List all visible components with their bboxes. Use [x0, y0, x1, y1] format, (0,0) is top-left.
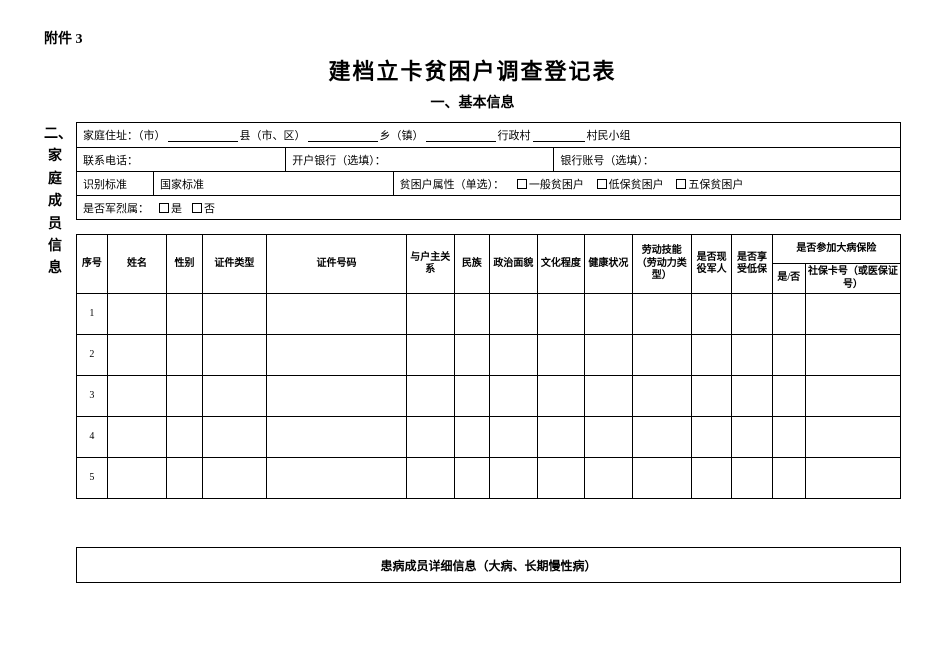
- martyr-no-checkbox[interactable]: [192, 203, 202, 213]
- basic-info-box: 家庭住址：（市） 县（市、区） 乡（镇） 行政村 村民小组 联系电话：: [76, 122, 901, 220]
- address-row: 家庭住址：（市） 县（市、区） 乡（镇） 行政村 村民小组: [77, 123, 900, 147]
- section-2-line: 信息: [44, 236, 66, 281]
- martyr-no-label: 否: [204, 200, 215, 216]
- attr-opt1-label: 一般贫困户: [529, 179, 584, 191]
- address-label: 家庭住址：（市）: [83, 127, 166, 143]
- martyr-row: 是否军烈属： 是 否: [77, 195, 900, 219]
- phone-label: 联系电话：: [83, 155, 138, 167]
- table-row: 2: [77, 335, 901, 376]
- attr-opt3-checkbox[interactable]: [676, 179, 686, 189]
- attr-opt1-checkbox[interactable]: [517, 179, 527, 189]
- th-ins-group: 是否参加大病保险: [772, 235, 900, 264]
- address-group-label: 村民小组: [587, 127, 631, 143]
- contact-row: 联系电话： 开户银行（选填）： 银行账号（选填）：: [77, 147, 900, 171]
- address-county-label: 县（市、区）: [240, 127, 306, 143]
- illness-detail-strip: 患病成员详细信息（大病、长期慢性病）: [76, 547, 901, 583]
- cell-seq: 2: [77, 335, 108, 376]
- th-idno: 证件号码: [266, 235, 406, 294]
- standard-value: 国家标准: [160, 179, 204, 191]
- address-town-blank[interactable]: [426, 129, 496, 142]
- section-1-heading: 一、基本信息: [44, 92, 901, 112]
- martyr-label: 是否军烈属：: [83, 200, 149, 216]
- attr-opt2-label: 低保贫困户: [609, 179, 664, 191]
- attr-opt3-label: 五保贫困户: [688, 179, 743, 191]
- table-row: 5: [77, 458, 901, 499]
- address-town-label: 乡（镇）: [380, 127, 424, 143]
- th-health: 健康状况: [585, 235, 632, 294]
- cell-seq: 1: [77, 294, 108, 335]
- standard-row: 识别标准 国家标准 贫困户属性（单选）： 一般贫困户 低保贫困户 五保贫困户: [77, 171, 900, 195]
- standard-label: 识别标准: [83, 179, 127, 191]
- th-sex: 性别: [167, 235, 203, 294]
- illness-detail-label: 患病成员详细信息（大病、长期慢性病）: [380, 557, 596, 574]
- section-2-line: 二、: [44, 124, 66, 146]
- th-name: 姓名: [107, 235, 166, 294]
- section-2-heading: 二、 家庭 成员 信息: [44, 122, 66, 583]
- section-2-line: 家庭: [44, 146, 66, 191]
- attr-label: 贫困户属性（单选）：: [400, 179, 505, 191]
- cell-seq: 3: [77, 376, 108, 417]
- th-idtype: 证件类型: [202, 235, 266, 294]
- attachment-label: 附件 3: [44, 28, 901, 48]
- th-dibao: 是否享受低保: [732, 235, 772, 294]
- martyr-yes-checkbox[interactable]: [159, 203, 169, 213]
- th-ins-card: 社保卡号（或医保证号）: [805, 264, 900, 294]
- cell-seq: 5: [77, 458, 108, 499]
- section-2-line: 成员: [44, 191, 66, 236]
- th-seq: 序号: [77, 235, 108, 294]
- bank-label: 开户银行（选填）：: [292, 155, 386, 167]
- account-label: 银行账号（选填）：: [560, 155, 654, 167]
- address-county-blank[interactable]: [308, 129, 378, 142]
- th-rel: 与户主关系: [407, 235, 454, 294]
- th-vet: 是否现役军人: [691, 235, 731, 294]
- table-row: 4: [77, 417, 901, 458]
- address-village-label: 行政村: [498, 127, 531, 143]
- members-table: 序号 姓名 性别 证件类型 证件号码 与户主关系 民族 政治面貌 文化程度 健康…: [76, 234, 901, 499]
- th-pol: 政治面貌: [490, 235, 537, 294]
- th-edu: 文化程度: [537, 235, 584, 294]
- table-row: 1: [77, 294, 901, 335]
- attr-opt2-checkbox[interactable]: [597, 179, 607, 189]
- address-city-blank[interactable]: [168, 129, 238, 142]
- table-row: 3: [77, 376, 901, 417]
- th-nation: 民族: [454, 235, 490, 294]
- th-skill: 劳动技能（劳动力类型）: [632, 235, 691, 294]
- members-tbody: 1 2 3 4 5: [77, 294, 901, 499]
- address-village-blank[interactable]: [533, 129, 585, 142]
- page-title: 建档立卡贫困户调查登记表: [44, 54, 901, 86]
- martyr-yes-label: 是: [171, 200, 182, 216]
- th-ins-yes: 是/否: [772, 264, 805, 294]
- cell-seq: 4: [77, 417, 108, 458]
